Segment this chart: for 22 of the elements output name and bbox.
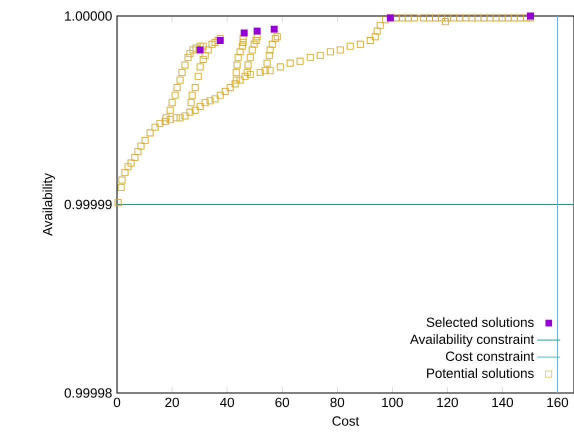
legend-label: Availability constraint (410, 334, 534, 347)
y-tick-label: 0.99999 (64, 200, 112, 210)
x-tick-label: 0 (114, 398, 120, 408)
ref-line-label: Cost constraint (446, 351, 534, 361)
x-tick-label: 100 (382, 398, 403, 408)
x-tick-label: 60 (275, 398, 290, 408)
y-tick-label: 1.00000 (65, 11, 112, 21)
y-axis-title: Availability (42, 173, 55, 236)
x-tick-label: 20 (165, 398, 179, 408)
point (240, 30, 248, 36)
y-tick-label: 0.99998 (64, 388, 112, 398)
x-tick-label: 140 (492, 398, 514, 408)
x-axis-title: Cost (332, 416, 360, 426)
legend-label: Potential solutions (427, 368, 534, 378)
point (254, 28, 261, 35)
x-tick-label: 160 (547, 398, 568, 408)
point (196, 46, 204, 54)
legend-label: Selected solutions (426, 317, 534, 327)
x-tick-label: 40 (220, 398, 234, 408)
point (270, 26, 278, 33)
x-tick-label: 120 (437, 398, 458, 408)
x-tick-label: 80 (330, 398, 344, 408)
